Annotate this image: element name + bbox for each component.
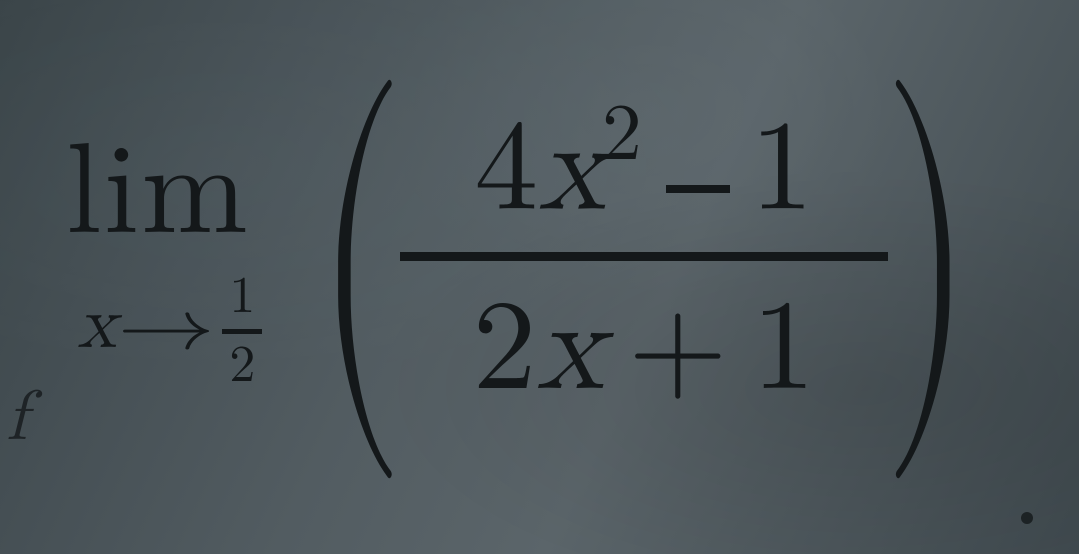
denominator: 2x+1 xyxy=(460,285,827,413)
den-var: x xyxy=(536,285,604,413)
limit-target-bar xyxy=(222,329,262,334)
limit-variable: x xyxy=(77,288,116,362)
num-const: 1 xyxy=(750,106,814,234)
limit-expression: lim x → 1 2 ( 4x21 2x+1 ) xyxy=(53,101,1005,413)
main-fraction: 4x21 2x+1 xyxy=(400,101,888,413)
right-paren: ) xyxy=(883,101,973,413)
math-container: lim x → 1 2 ( 4x21 2x+1 ) xyxy=(0,0,1079,554)
limit-target-fraction: 1 2 xyxy=(222,271,262,392)
lim-word: lim xyxy=(66,129,250,257)
limit-subscript: x → 1 2 xyxy=(77,265,262,386)
num-var: x xyxy=(538,106,606,234)
limit-operator: lim x → 1 2 xyxy=(53,129,262,386)
arrow-icon: → xyxy=(118,291,215,363)
limit-target-den: 2 xyxy=(229,340,255,392)
fraction-bar xyxy=(400,252,888,261)
left-paren: ( xyxy=(315,101,405,413)
den-const: 1 xyxy=(752,285,816,413)
minus-icon xyxy=(666,154,730,193)
num-exp: 2 xyxy=(602,95,642,175)
numerator: 4x21 xyxy=(462,101,826,234)
den-coef: 2 xyxy=(472,285,536,413)
num-coef: 4 xyxy=(474,106,538,234)
limit-target-num: 1 xyxy=(229,271,255,323)
plus-sign: + xyxy=(628,285,728,413)
period-dot xyxy=(1021,512,1033,524)
